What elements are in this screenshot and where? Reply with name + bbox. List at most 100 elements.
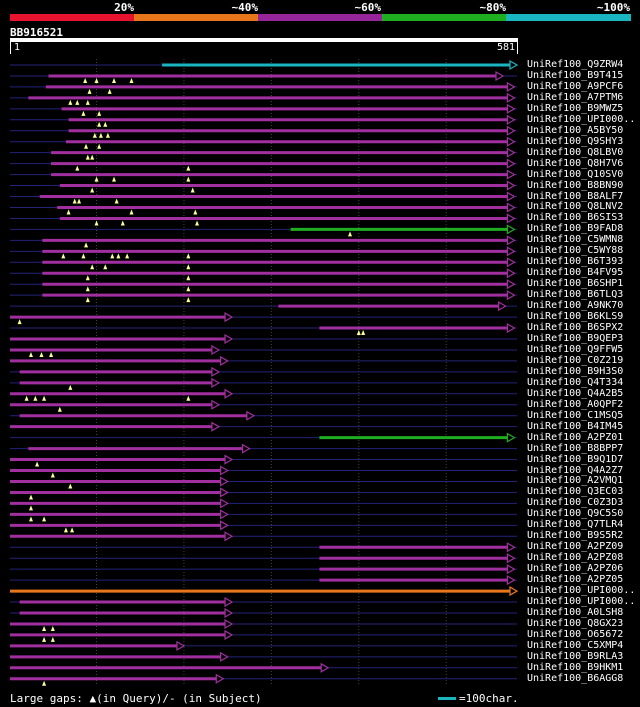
hit-label[interactable]: UniRef100_Q9FFW5 [527,343,624,355]
hit-label[interactable]: UniRef100_B9HKM1 [527,661,624,673]
query-end-tick [517,42,518,54]
query-gap-marker [42,636,47,642]
hit-label[interactable]: UniRef100_B6SPX2 [527,322,624,334]
query-gap-marker [107,88,112,94]
hit-label[interactable]: UniRef100_A0LSH8 [527,607,624,618]
query-gap-marker [120,220,125,226]
hit-label[interactable]: UniRef100_A2PZ09 [527,541,624,553]
hit-arrow [506,147,516,158]
hit-label[interactable]: UniRef100_A2PZ08 [527,552,624,564]
hit-arrow [509,586,519,597]
hit-label[interactable]: UniRef100_C0Z219 [527,354,624,366]
query-gap-marker [125,253,130,259]
hit-arrow [506,553,516,564]
hit-label[interactable]: UniRef100_Q4A2B5 [527,387,624,399]
hit-label[interactable]: UniRef100_Q4A2Z7 [527,464,624,476]
hit-label[interactable]: UniRef100_C5XMP4 [527,639,624,651]
hit-label[interactable]: UniRef100_Q8LNV2 [527,201,624,213]
query-gap-marker [90,154,95,160]
hit-label[interactable]: UniRef100_UPI000.. [527,113,636,125]
hit-label[interactable]: UniRef100_Q10SV0 [527,168,624,180]
hit-arrow [224,531,234,542]
hit-label[interactable]: UniRef100_Q9ZRW4 [527,59,624,70]
hit-label[interactable]: UniRef100_Q4T334 [527,376,624,388]
hit-label[interactable]: UniRef100_B8BN90 [527,179,624,191]
hit-arrow [506,323,516,334]
hit-label[interactable]: UniRef100_B9H3S0 [527,365,624,377]
hit-label[interactable]: UniRef100_UPI000.. [527,585,636,597]
query-gap-marker [90,187,95,193]
hit-label[interactable]: UniRef100_B4IM45 [527,420,624,432]
hit-label[interactable]: UniRef100_B6TLQ3 [527,289,624,301]
hit-label[interactable]: UniRef100_A0QPF2 [527,398,624,410]
hit-arrow [506,81,516,92]
hit-label[interactable]: UniRef100_B9FAD8 [527,223,624,235]
hit-label[interactable]: UniRef100_B8BPP7 [527,442,624,454]
query-gap-marker [85,154,90,160]
query-gap-marker [50,636,55,642]
hit-label[interactable]: UniRef100_O65672 [527,628,624,640]
query-gap-marker [112,176,117,182]
query-start: 1 [14,42,21,53]
hit-label[interactable]: UniRef100_Q8H7V6 [527,157,624,169]
hit-label[interactable]: UniRef100_A7PTM6 [527,91,624,103]
hit-label[interactable]: UniRef100_C1MSQ5 [527,409,624,421]
hit-label[interactable]: UniRef100_UPI000.. [527,596,636,608]
hit-label[interactable]: UniRef100_B4FV95 [527,267,624,279]
query-gap-marker [97,110,102,116]
hit-label[interactable]: UniRef100_Q9C5S0 [527,508,624,520]
hit-label[interactable]: UniRef100_A2VMQ1 [527,475,624,487]
hit-label[interactable]: UniRef100_A5BY50 [527,124,624,136]
hit-label[interactable]: UniRef100_B6KLS9 [527,311,624,323]
hit-label[interactable]: UniRef100_Q7TLR4 [527,519,624,531]
hit-label[interactable]: UniRef100_B9S5R2 [527,530,624,542]
legend-scale-text: =100char. [459,692,519,705]
query-gap-marker [66,209,71,215]
legend-scale-line [438,697,456,700]
hit-arrow [224,333,234,345]
hit-arrow [176,640,186,651]
hit-label[interactable]: UniRef100_B9RLA3 [527,650,624,662]
query-gap-marker [186,176,191,182]
query-gap-marker [42,395,47,401]
hit-arrow [506,290,516,301]
query-gap-marker [28,351,33,357]
query-gap-marker [114,198,119,204]
hit-label[interactable]: UniRef100_A2PZ06 [527,563,624,575]
query-gap-marker [112,77,117,83]
hit-arrow [220,520,229,531]
hit-label[interactable]: UniRef100_B9T415 [527,69,624,81]
hit-label[interactable]: UniRef100_B6T393 [527,256,624,268]
query-gap-marker [190,187,195,193]
hit-label[interactable]: UniRef100_Q8GX23 [527,617,624,629]
hit-arrow [220,498,229,509]
query-gap-marker [72,198,77,204]
hit-label[interactable]: UniRef100_C0Z3D3 [527,497,624,509]
hit-label[interactable]: UniRef100_Q3EC03 [527,486,624,498]
hit-label[interactable]: UniRef100_A2PZ01 [527,431,624,443]
hit-arrow [220,487,229,498]
hit-label[interactable]: UniRef100_B6SHP1 [527,278,624,290]
hit-label[interactable]: UniRef100_B9QEP3 [527,333,624,344]
scale-segment [258,14,383,21]
hit-arrow [320,662,330,673]
query-gap-marker [35,461,40,467]
hit-label[interactable]: UniRef100_B9MWZ5 [527,102,624,114]
query-gap-marker [75,165,80,171]
hit-label[interactable]: UniRef100_A9NK70 [527,300,624,312]
hit-label[interactable]: UniRef100_C5WY88 [527,245,624,257]
query-gap-marker [42,516,47,522]
query-gap-marker [94,77,99,83]
hit-label[interactable]: UniRef100_A9PCF6 [527,80,624,92]
query-gap-marker [24,395,29,401]
hit-label[interactable]: UniRef100_Q9SHY3 [527,135,624,147]
hit-label[interactable]: UniRef100_A2PZ05 [527,574,624,586]
hit-label[interactable]: UniRef100_B9Q1D7 [527,453,624,465]
hit-label[interactable]: UniRef100_B6AGG8 [527,672,624,684]
hit-arrow [246,410,256,421]
hit-label[interactable]: UniRef100_B6SIS3 [527,212,624,224]
query-gap-marker [81,253,86,259]
hit-label[interactable]: UniRef100_C5WMN8 [527,234,624,246]
hit-label[interactable]: UniRef100_Q8LBV0 [527,146,624,158]
hit-label[interactable]: UniRef100_B8ALF7 [527,190,624,202]
